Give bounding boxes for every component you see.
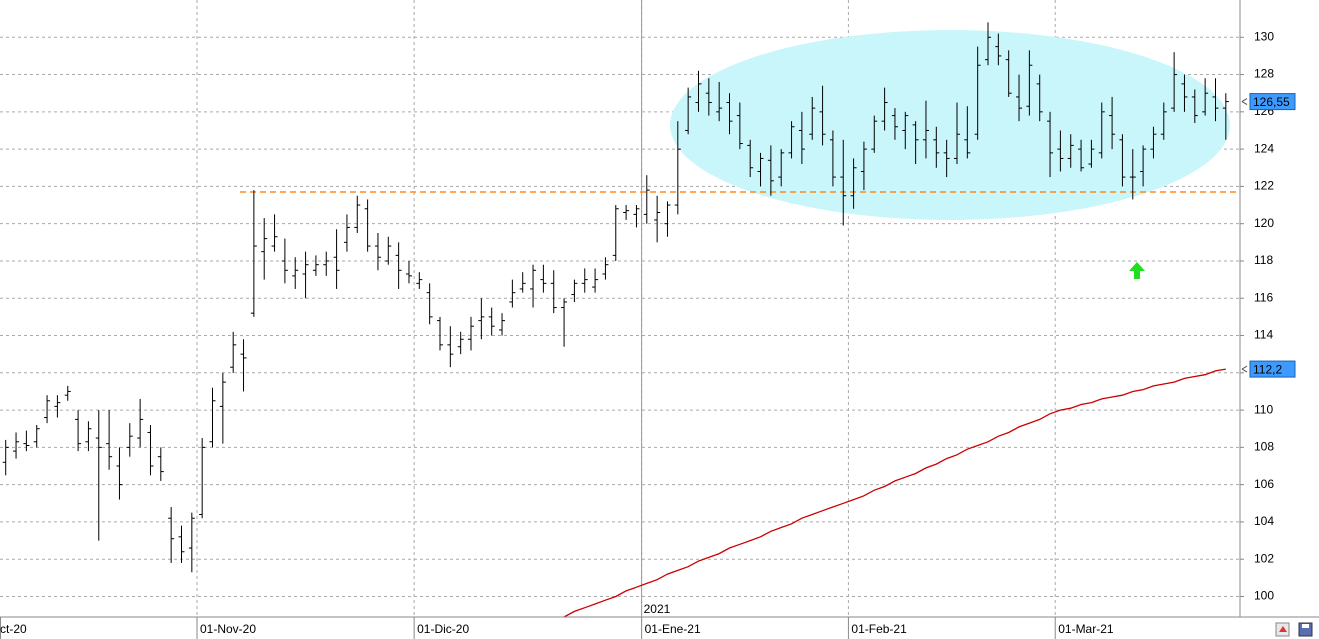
price-pointer	[1241, 365, 1248, 373]
y-tick-label: 120	[1254, 216, 1274, 230]
price-label-box	[1249, 93, 1296, 111]
y-tick-label: 122	[1254, 179, 1274, 193]
axes: 1001021041061081101121141161181201221241…	[0, 29, 1296, 639]
y-tick-label: 124	[1254, 141, 1274, 155]
up-arrow	[1129, 262, 1145, 279]
y-tick-label: 130	[1254, 29, 1274, 43]
y-tick-label: 104	[1254, 514, 1274, 528]
highlight-ellipse	[670, 30, 1230, 220]
y-tick-label: 108	[1254, 440, 1274, 454]
y-tick-label: 110	[1254, 402, 1273, 416]
y-tick-label: 116	[1254, 290, 1273, 304]
price-pointer	[1241, 98, 1248, 106]
price-label: 112,2	[1253, 362, 1282, 376]
moving-average-line	[562, 368, 1226, 617]
plot-area	[2, 22, 1240, 617]
y-tick-label: 118	[1254, 253, 1273, 267]
x-tick-label: 01-Dic-20	[417, 622, 469, 636]
y-tick-label: 128	[1254, 67, 1274, 81]
price-label-box	[1249, 360, 1296, 378]
y-tick-label: 106	[1254, 477, 1274, 491]
x-tick-label: 01-Mar-21	[1058, 622, 1114, 636]
y-tick-label: 114	[1254, 328, 1273, 342]
tool-icon-glyph	[1279, 626, 1287, 632]
price-label: 126,55	[1253, 95, 1290, 109]
save-icon-glyph	[1302, 624, 1309, 628]
x-tick-label: ct-20	[0, 622, 27, 636]
x-tick-label: 01-Nov-20	[200, 622, 256, 636]
y-tick-label: 100	[1254, 589, 1274, 603]
x-tick-label: 01-Ene-21	[645, 622, 701, 636]
year-label: 2021	[644, 602, 671, 616]
x-tick-label: 01-Feb-21	[851, 622, 907, 636]
y-tick-label: 102	[1254, 551, 1274, 565]
